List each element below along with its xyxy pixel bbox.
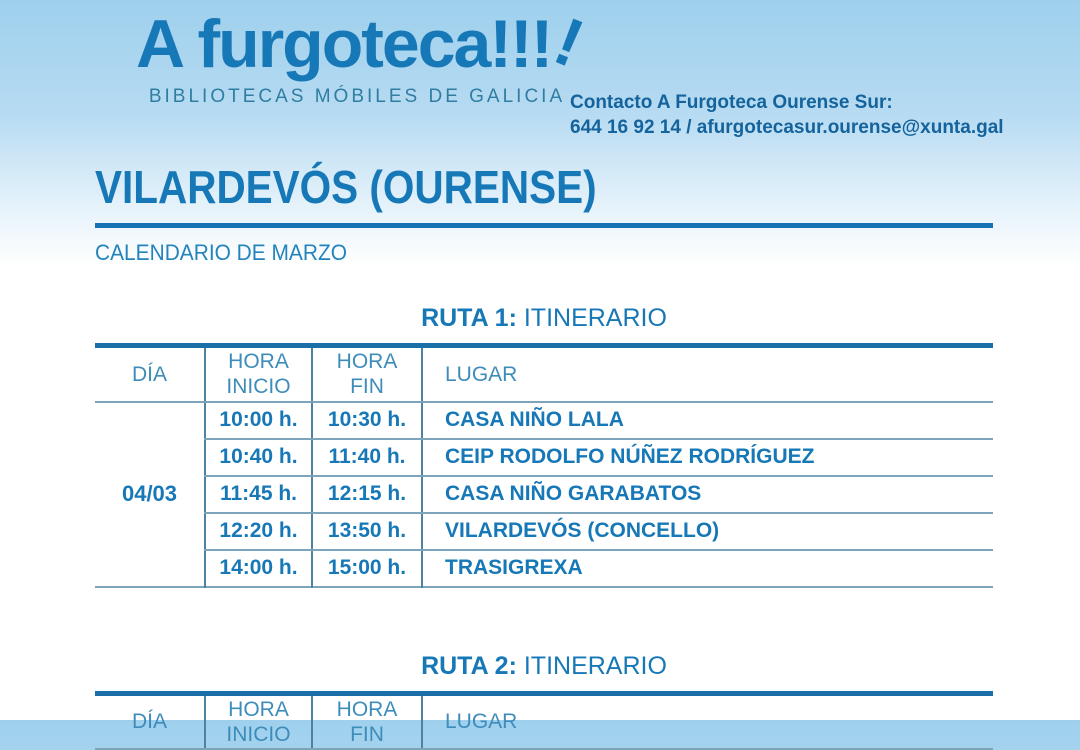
time-start-cell: 10:00 h. xyxy=(205,402,312,439)
column-header-lugar: LUGAR xyxy=(422,346,993,402)
column-header-hora-inicio: HORA INICIO xyxy=(205,346,312,402)
column-header-hora-fin: HORA FIN xyxy=(312,693,422,749)
route-1-heading: RUTA 1: ITINERARIO xyxy=(95,304,993,333)
contact-block: Contacto A Furgoteca Ourense Sur: 644 16… xyxy=(570,90,1004,140)
route-2-heading-rest: ITINERARIO xyxy=(517,652,667,680)
time-end-cell: 11:40 h. xyxy=(312,439,422,476)
table-row: 14:00 h. 15:00 h. TRASIGREXA xyxy=(95,550,993,587)
column-header-lugar: LUGAR xyxy=(422,693,993,749)
route-1-heading-label: RUTA 1: xyxy=(421,304,517,332)
time-end-cell: 13:50 h. xyxy=(312,513,422,550)
poster-page: A furgoteca!!!! BIBLIOTECAS MÓBILES DE G… xyxy=(0,0,1080,720)
route-2-table: DÍA HORA INICIO HORA FIN LUGAR xyxy=(95,691,993,750)
column-header-hora-fin: HORA FIN xyxy=(312,346,422,402)
time-start-cell: 14:00 h. xyxy=(205,550,312,587)
time-end-cell: 15:00 h. xyxy=(312,550,422,587)
logo-text: A furgoteca!!! xyxy=(136,6,551,82)
time-start-cell: 12:20 h. xyxy=(205,513,312,550)
page-title: VILARDEVÓS (OURENSE) xyxy=(95,160,885,214)
time-start-cell: 10:40 h. xyxy=(205,439,312,476)
route-2-heading-label: RUTA 2: xyxy=(421,652,517,680)
column-header-dia: DÍA xyxy=(95,346,205,402)
route-2-section: RUTA 2: ITINERARIO DÍA HORA INICIO HORA … xyxy=(95,652,993,750)
place-cell: CASA NIÑO GARABATOS xyxy=(422,476,993,513)
calendar-subtitle: CALENDARIO DE MARZO xyxy=(95,240,948,266)
column-header-hora-inicio: HORA INICIO xyxy=(205,693,312,749)
route-2-heading: RUTA 2: ITINERARIO xyxy=(95,652,993,681)
time-end-cell: 10:30 h. xyxy=(312,402,422,439)
time-start-cell: 11:45 h. xyxy=(205,476,312,513)
brand-logo: A furgoteca!!!! xyxy=(92,4,622,84)
day-cell: 04/03 xyxy=(95,402,205,587)
contact-title: Contacto A Furgoteca Ourense Sur: xyxy=(570,90,1004,115)
table-row: 12:20 h. 13:50 h. VILARDEVÓS (CONCELLO) xyxy=(95,513,993,550)
route-1-section: RUTA 1: ITINERARIO DÍA HORA INICIO HORA … xyxy=(95,304,993,588)
contact-phone-email: 644 16 92 14 / afurgotecasur.ourense@xun… xyxy=(570,115,1004,140)
route-1-header-row: DÍA HORA INICIO HORA FIN LUGAR xyxy=(95,346,993,402)
table-row: 04/03 10:00 h. 10:30 h. CASA NIÑO LALA xyxy=(95,402,993,439)
place-cell: VILARDEVÓS (CONCELLO) xyxy=(422,513,993,550)
route-2-header-row: DÍA HORA INICIO HORA FIN LUGAR xyxy=(95,693,993,749)
table-row: 10:40 h. 11:40 h. CEIP RODOLFO NÚÑEZ ROD… xyxy=(95,439,993,476)
place-cell: CASA NIÑO LALA xyxy=(422,402,993,439)
place-cell: CEIP RODOLFO NÚÑEZ RODRÍGUEZ xyxy=(422,439,993,476)
brand-block: A furgoteca!!!! BIBLIOTECAS MÓBILES DE G… xyxy=(92,4,622,108)
column-header-dia: DÍA xyxy=(95,693,205,749)
brand-tagline: BIBLIOTECAS MÓBILES DE GALICIA xyxy=(92,86,622,108)
table-row: 11:45 h. 12:15 h. CASA NIÑO GARABATOS xyxy=(95,476,993,513)
title-underline xyxy=(95,223,993,228)
route-1-heading-rest: ITINERARIO xyxy=(517,304,667,332)
place-cell: TRASIGREXA xyxy=(422,550,993,587)
content-area: VILARDEVÓS (OURENSE) CALENDARIO DE MARZO… xyxy=(95,160,993,750)
time-end-cell: 12:15 h. xyxy=(312,476,422,513)
route-1-table: DÍA HORA INICIO HORA FIN LUGAR 04/03 10:… xyxy=(95,343,993,588)
